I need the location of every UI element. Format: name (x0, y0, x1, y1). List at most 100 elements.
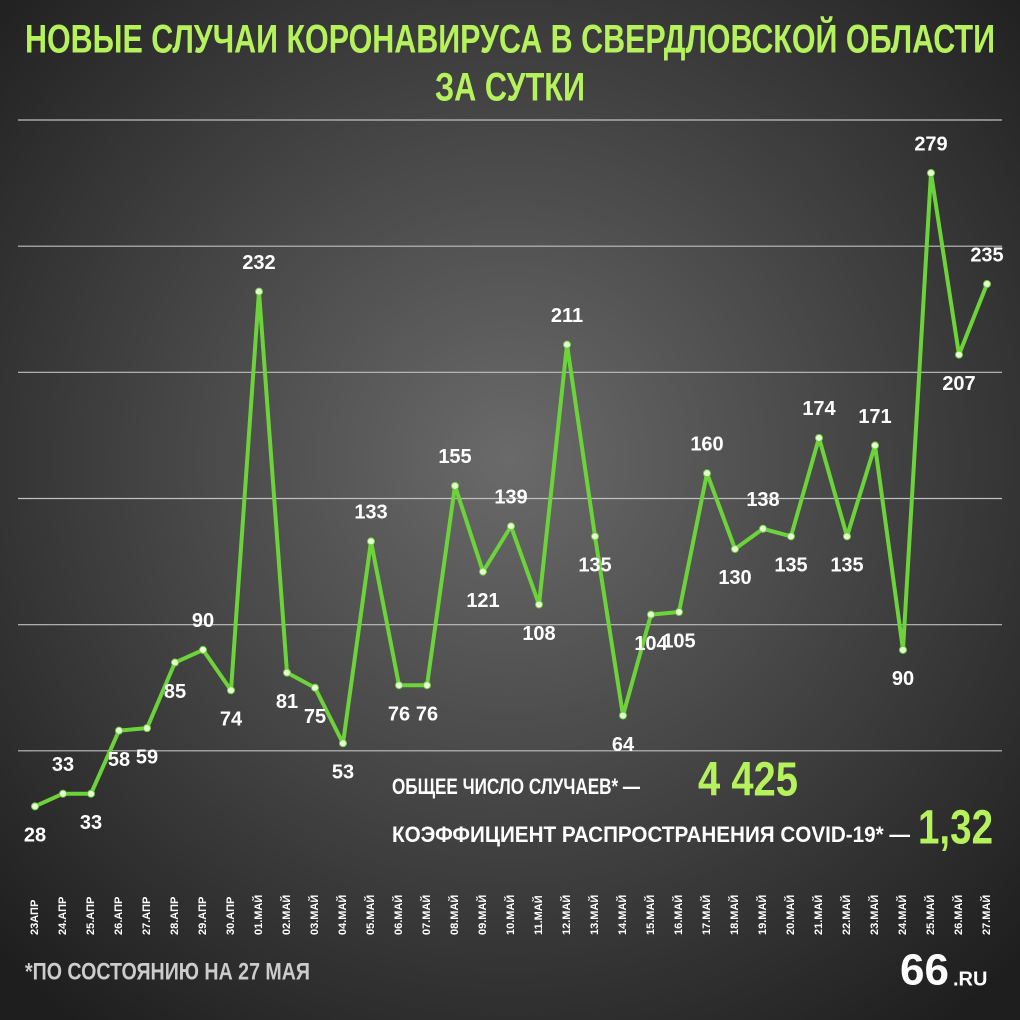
x-tick-label: 26.АПР (113, 897, 125, 935)
data-label: 171 (858, 406, 891, 428)
data-point (311, 683, 319, 692)
x-tick-label: 30.АПР (225, 897, 237, 935)
data-label: 130 (718, 567, 751, 589)
data-label: 207 (942, 373, 975, 395)
data-label: 108 (522, 623, 555, 645)
data-label: 58 (108, 749, 130, 771)
x-tick-label: 03.МАЙ (308, 895, 321, 935)
data-point (367, 537, 375, 546)
data-point (535, 600, 543, 609)
data-label: 90 (892, 668, 914, 690)
data-label: 135 (578, 555, 611, 577)
data-point (787, 532, 795, 541)
x-tick-label: 16.МАЙ (672, 895, 685, 935)
x-tick-label: 11.МАЙ (532, 895, 545, 935)
data-label: 28 (24, 825, 46, 847)
data-label: 53 (332, 762, 354, 784)
data-point (451, 481, 459, 490)
data-point (395, 681, 403, 690)
x-tick-label: 12.МАЙ (560, 895, 573, 935)
data-label: 90 (192, 610, 214, 632)
data-point (591, 532, 599, 541)
data-point (815, 433, 823, 442)
x-tick-label: 13.МАЙ (588, 895, 601, 935)
data-label: 133 (354, 502, 387, 524)
data-point (563, 340, 571, 349)
data-point (759, 524, 767, 533)
data-label: 211 (551, 305, 583, 327)
x-tick-label: 27.АПР (141, 897, 153, 935)
data-point (899, 645, 907, 654)
data-point (87, 789, 95, 798)
x-tick-label: 08.МАЙ (448, 895, 461, 935)
x-tick-label: 09.МАЙ (476, 895, 489, 935)
data-point (955, 350, 963, 359)
x-tick-label: 21.МАЙ (812, 895, 825, 935)
x-tick-label: 20.МАЙ (784, 895, 797, 935)
logo: .RU (953, 968, 987, 990)
data-label: 139 (494, 487, 527, 509)
data-point (619, 711, 627, 720)
data-point (171, 658, 179, 667)
data-point (59, 789, 67, 798)
data-label: 135 (830, 555, 863, 577)
data-label: 76 (388, 704, 410, 726)
x-tick-label: 06.МАЙ (392, 895, 405, 935)
x-tick-label: 24.АПР (57, 897, 69, 935)
x-tick-label: 10.МАЙ (504, 895, 517, 935)
data-point (31, 802, 39, 811)
data-label: 174 (802, 398, 836, 420)
annotation-value: 4 425 (698, 754, 798, 807)
data-point (927, 168, 935, 177)
data-label: 279 (914, 133, 947, 155)
data-point (843, 532, 851, 541)
data-label: 155 (438, 446, 471, 468)
x-tick-label: 05.МАЙ (364, 895, 377, 935)
x-tick-label: 28.АПР (169, 897, 181, 935)
data-label: 33 (52, 754, 74, 776)
data-label: 81 (276, 691, 298, 713)
data-point (227, 686, 235, 695)
x-tick-label: 25.АПР (85, 897, 97, 935)
data-point (703, 469, 711, 478)
x-tick-label: 24.МАЙ (896, 895, 909, 935)
data-label: 76 (416, 704, 438, 726)
x-tick-label: 14.МАЙ (616, 895, 629, 935)
x-tick-label: 29.АПР (197, 897, 209, 935)
data-point (199, 645, 207, 654)
data-label: 75 (304, 706, 326, 728)
data-label: 33 (80, 812, 102, 834)
chart-title: ЗА СУТКИ (435, 66, 585, 110)
x-tick-label: 22.МАЙ (840, 895, 853, 935)
x-tick-label: 02.МАЙ (280, 895, 293, 935)
annotation-value: 1,32 (918, 802, 993, 855)
x-tick-label: 17.МАЙ (700, 895, 713, 935)
data-point (983, 280, 991, 289)
data-label: 59 (136, 746, 158, 768)
x-tick-label: 15.МАЙ (644, 895, 657, 935)
data-label: 232 (242, 252, 275, 274)
logo: 66 (900, 946, 949, 995)
x-tick-label: 25.МАЙ (924, 895, 937, 935)
data-label: 135 (774, 555, 807, 577)
data-point (143, 724, 151, 733)
x-tick-label: 26.МАЙ (952, 895, 965, 935)
data-point (871, 441, 879, 450)
x-tick-label: 23АПР (29, 900, 41, 935)
data-point (479, 567, 487, 576)
chart-title: НОВЫЕ СЛУЧАИ КОРОНАВИРУСА В СВЕРДЛОВСКОЙ… (25, 16, 995, 62)
x-tick-label: 19.МАЙ (756, 895, 769, 935)
x-tick-label: 07.МАЙ (420, 895, 433, 935)
data-label: 235 (970, 244, 1003, 266)
data-point (423, 681, 431, 690)
data-label: 104 (634, 633, 668, 655)
x-tick-label: 01.МАЙ (252, 895, 265, 935)
data-label: 85 (164, 681, 186, 703)
data-label: 160 (690, 434, 723, 456)
data-label: 74 (220, 709, 243, 731)
data-point (647, 610, 655, 619)
data-label: 64 (612, 734, 635, 756)
x-tick-label: 18.МАЙ (728, 895, 741, 935)
